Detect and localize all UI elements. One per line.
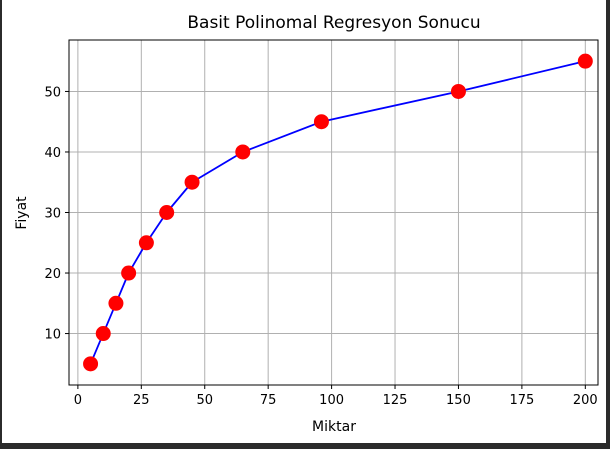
x-tick-label: 0 bbox=[74, 393, 82, 408]
x-tick-label: 200 bbox=[573, 393, 598, 408]
x-tick-label: 50 bbox=[196, 393, 213, 408]
chart-title: Basit Polinomal Regresyon Sonucu bbox=[187, 13, 480, 33]
data-point bbox=[95, 326, 111, 342]
x-axis: 0 25 50 75 100 125 150 175 200 bbox=[74, 385, 598, 408]
y-tick-label: 50 bbox=[44, 85, 61, 100]
data-point bbox=[108, 295, 124, 311]
x-tick-label: 75 bbox=[260, 393, 277, 408]
x-tick-label: 100 bbox=[319, 393, 344, 408]
x-axis-label: Miktar bbox=[312, 419, 356, 435]
y-tick-label: 10 bbox=[44, 328, 61, 343]
y-axis: 10 20 30 40 50 bbox=[44, 85, 69, 343]
x-tick-label: 25 bbox=[133, 393, 150, 408]
data-point bbox=[313, 114, 329, 130]
x-tick-label: 175 bbox=[509, 393, 534, 408]
x-tick-label: 150 bbox=[446, 393, 471, 408]
x-tick-label: 125 bbox=[383, 393, 408, 408]
data-point bbox=[121, 265, 137, 281]
data-point bbox=[138, 235, 154, 251]
y-tick-label: 30 bbox=[44, 207, 61, 222]
y-tick-label: 40 bbox=[44, 146, 61, 161]
data-point bbox=[83, 356, 99, 372]
data-point bbox=[184, 174, 200, 190]
scatter-points bbox=[83, 53, 593, 372]
data-point bbox=[235, 144, 251, 160]
chart: Basit Polinomal Regresyon Sonucu 0 25 50 75… bbox=[14, 13, 599, 435]
data-point bbox=[577, 53, 593, 69]
data-point bbox=[159, 205, 175, 220]
figure: Basit Polinomal Regresyon Sonucu 0 25 50 75… bbox=[2, 0, 606, 443]
y-tick-label: 20 bbox=[44, 267, 61, 282]
data-point bbox=[450, 83, 466, 99]
y-axis-label: Fiyat bbox=[14, 196, 30, 230]
grid bbox=[69, 40, 598, 385]
